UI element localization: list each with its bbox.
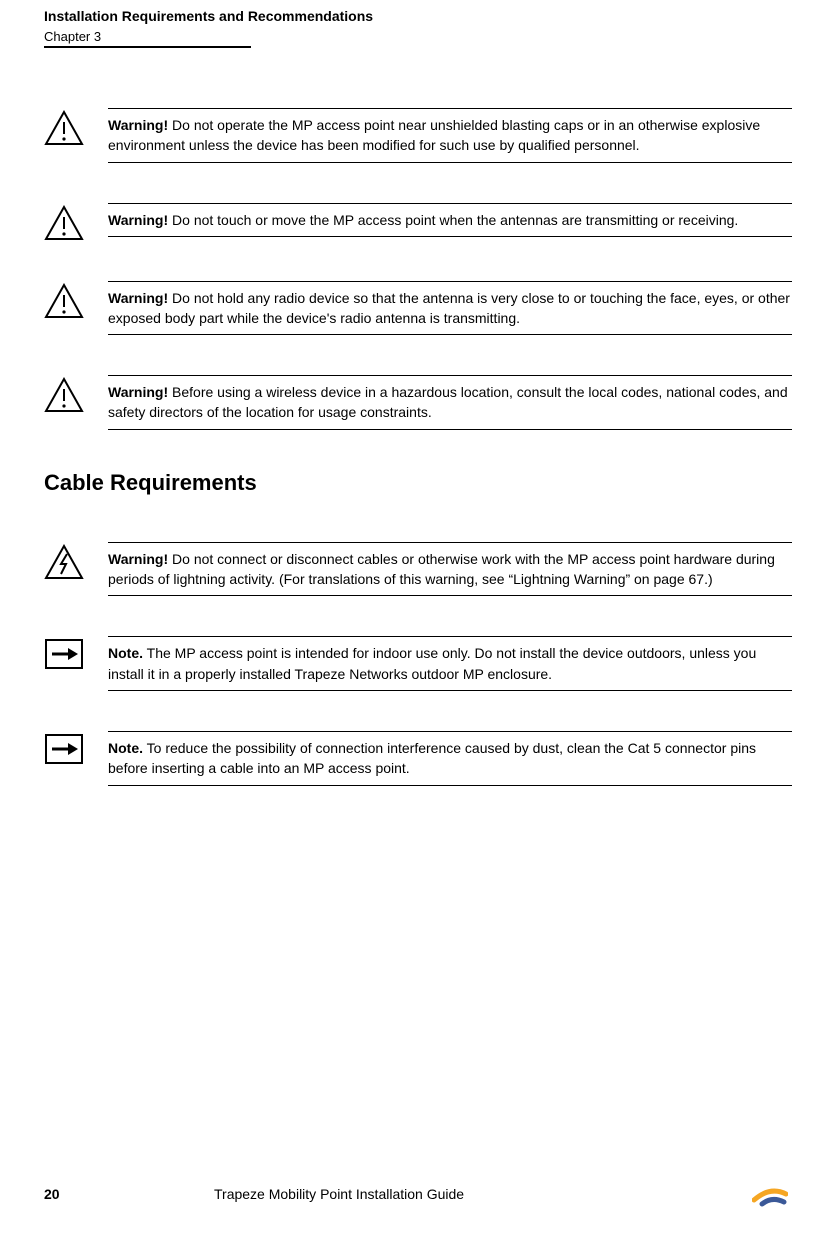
lightning-icon (44, 544, 94, 580)
note-label: Note. (108, 740, 143, 756)
warning-text: Warning! Do not hold any radio device so… (108, 281, 792, 336)
footer-logo (752, 1180, 792, 1208)
warning-icon (44, 377, 94, 413)
warning-body-text: Do not hold any radio device so that the… (108, 290, 790, 326)
note-body-text: The MP access point is intended for indo… (108, 645, 756, 681)
warning-body-text: Do not connect or disconnect cables or o… (108, 551, 775, 587)
page-number: 20 (44, 1186, 214, 1202)
note-text: Note. To reduce the possibility of conne… (108, 731, 792, 786)
note-body-text: To reduce the possibility of connection … (108, 740, 756, 776)
warning-label: Warning! (108, 551, 168, 567)
warning-icon (44, 205, 94, 241)
note-text: Note. The MP access point is intended fo… (108, 636, 792, 691)
warning-body-text: Before using a wireless device in a haza… (108, 384, 788, 420)
warning-block: Warning! Before using a wireless device … (44, 375, 792, 430)
warning-text: Warning! Before using a wireless device … (108, 375, 792, 430)
warning-block: Warning! Do not operate the MP access po… (44, 108, 792, 163)
warning-icon (44, 110, 94, 146)
warning-text: Warning! Do not connect or disconnect ca… (108, 542, 792, 597)
section-heading-cable-requirements: Cable Requirements (44, 470, 792, 496)
warning-label: Warning! (108, 384, 168, 400)
header-title: Installation Requirements and Recommenda… (44, 8, 792, 24)
note-block: Note. To reduce the possibility of conne… (44, 731, 792, 786)
warning-block: Warning! Do not touch or move the MP acc… (44, 203, 792, 241)
warning-label: Warning! (108, 290, 168, 306)
warning-icon (44, 283, 94, 319)
warning-block: Warning! Do not hold any radio device so… (44, 281, 792, 336)
warning-text: Warning! Do not touch or move the MP acc… (108, 203, 792, 237)
warning-label: Warning! (108, 117, 168, 133)
warning-body-text: Do not operate the MP access point near … (108, 117, 760, 153)
warning-text: Warning! Do not operate the MP access po… (108, 108, 792, 163)
note-label: Note. (108, 645, 143, 661)
page-footer: 20 Trapeze Mobility Point Installation G… (44, 1180, 792, 1208)
arrow-icon (44, 638, 94, 670)
header-chapter: Chapter 3 (44, 29, 251, 48)
warning-block: Warning! Do not connect or disconnect ca… (44, 542, 792, 597)
warning-label: Warning! (108, 212, 168, 228)
warning-body-text: Do not touch or move the MP access point… (168, 212, 738, 228)
arrow-icon (44, 733, 94, 765)
footer-title: Trapeze Mobility Point Installation Guid… (214, 1186, 752, 1202)
note-block: Note. The MP access point is intended fo… (44, 636, 792, 691)
